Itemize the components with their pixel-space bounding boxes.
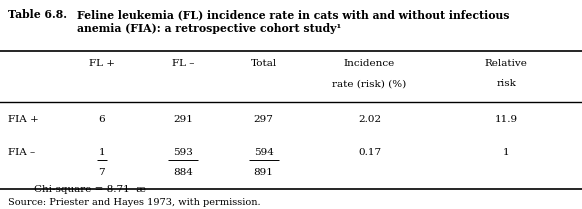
Text: 1: 1	[503, 148, 510, 157]
Text: 6: 6	[98, 115, 105, 124]
Text: 891: 891	[254, 168, 274, 177]
Text: FL +: FL +	[89, 59, 115, 68]
Text: rate (risk) (%): rate (risk) (%)	[332, 79, 407, 88]
Text: Total: Total	[250, 59, 277, 68]
Text: 0.17: 0.17	[358, 148, 381, 157]
Text: 1: 1	[98, 148, 105, 157]
Text: FL –: FL –	[172, 59, 194, 68]
Text: 297: 297	[254, 115, 274, 124]
Text: Feline leukemia (FL) incidence rate in cats with and without infectious
anemia (: Feline leukemia (FL) incidence rate in c…	[77, 9, 509, 34]
Text: Incidence: Incidence	[344, 59, 395, 68]
Text: 593: 593	[173, 148, 193, 157]
Text: FIA –: FIA –	[8, 148, 35, 157]
Text: 7: 7	[98, 168, 105, 177]
Text: Source: Priester and Hayes 1973, with permission.: Source: Priester and Hayes 1973, with pe…	[8, 198, 260, 206]
Text: FIA +: FIA +	[8, 115, 38, 124]
Text: Table 6.8.: Table 6.8.	[8, 9, 66, 20]
Text: 11.9: 11.9	[495, 115, 518, 124]
Text: 291: 291	[173, 115, 193, 124]
Text: 2.02: 2.02	[358, 115, 381, 124]
Text: risk: risk	[496, 79, 516, 88]
Text: 594: 594	[254, 148, 274, 157]
Text: 884: 884	[173, 168, 193, 177]
Text: Chi-square = 8.71  æ: Chi-square = 8.71 æ	[34, 185, 146, 194]
Text: Relative: Relative	[485, 59, 528, 68]
